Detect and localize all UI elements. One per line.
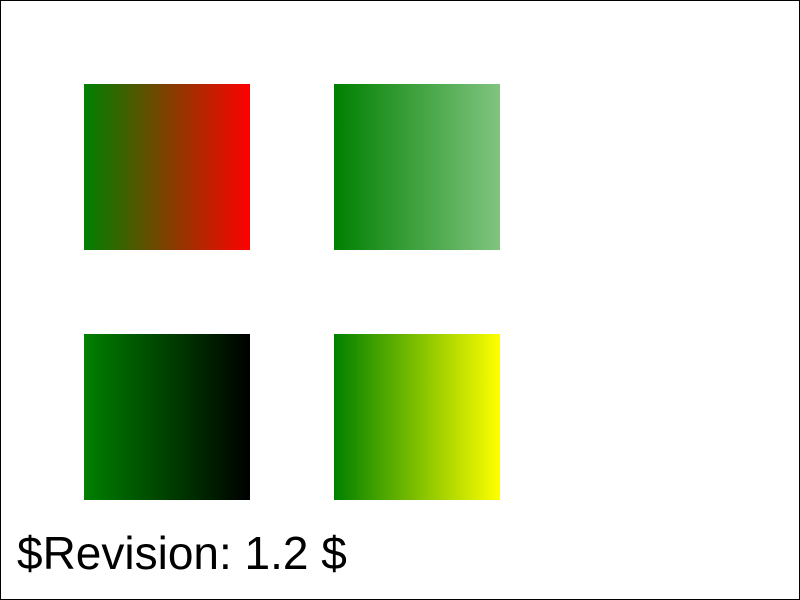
gradient-swatch-green-red bbox=[84, 84, 250, 250]
gradient-swatch-green-black bbox=[84, 334, 250, 500]
revision-label: $Revision: 1.2 $ bbox=[17, 527, 347, 579]
gradient-swatch-green-yellow bbox=[334, 334, 500, 500]
gradient-swatch-green-lightgreen bbox=[334, 84, 500, 250]
